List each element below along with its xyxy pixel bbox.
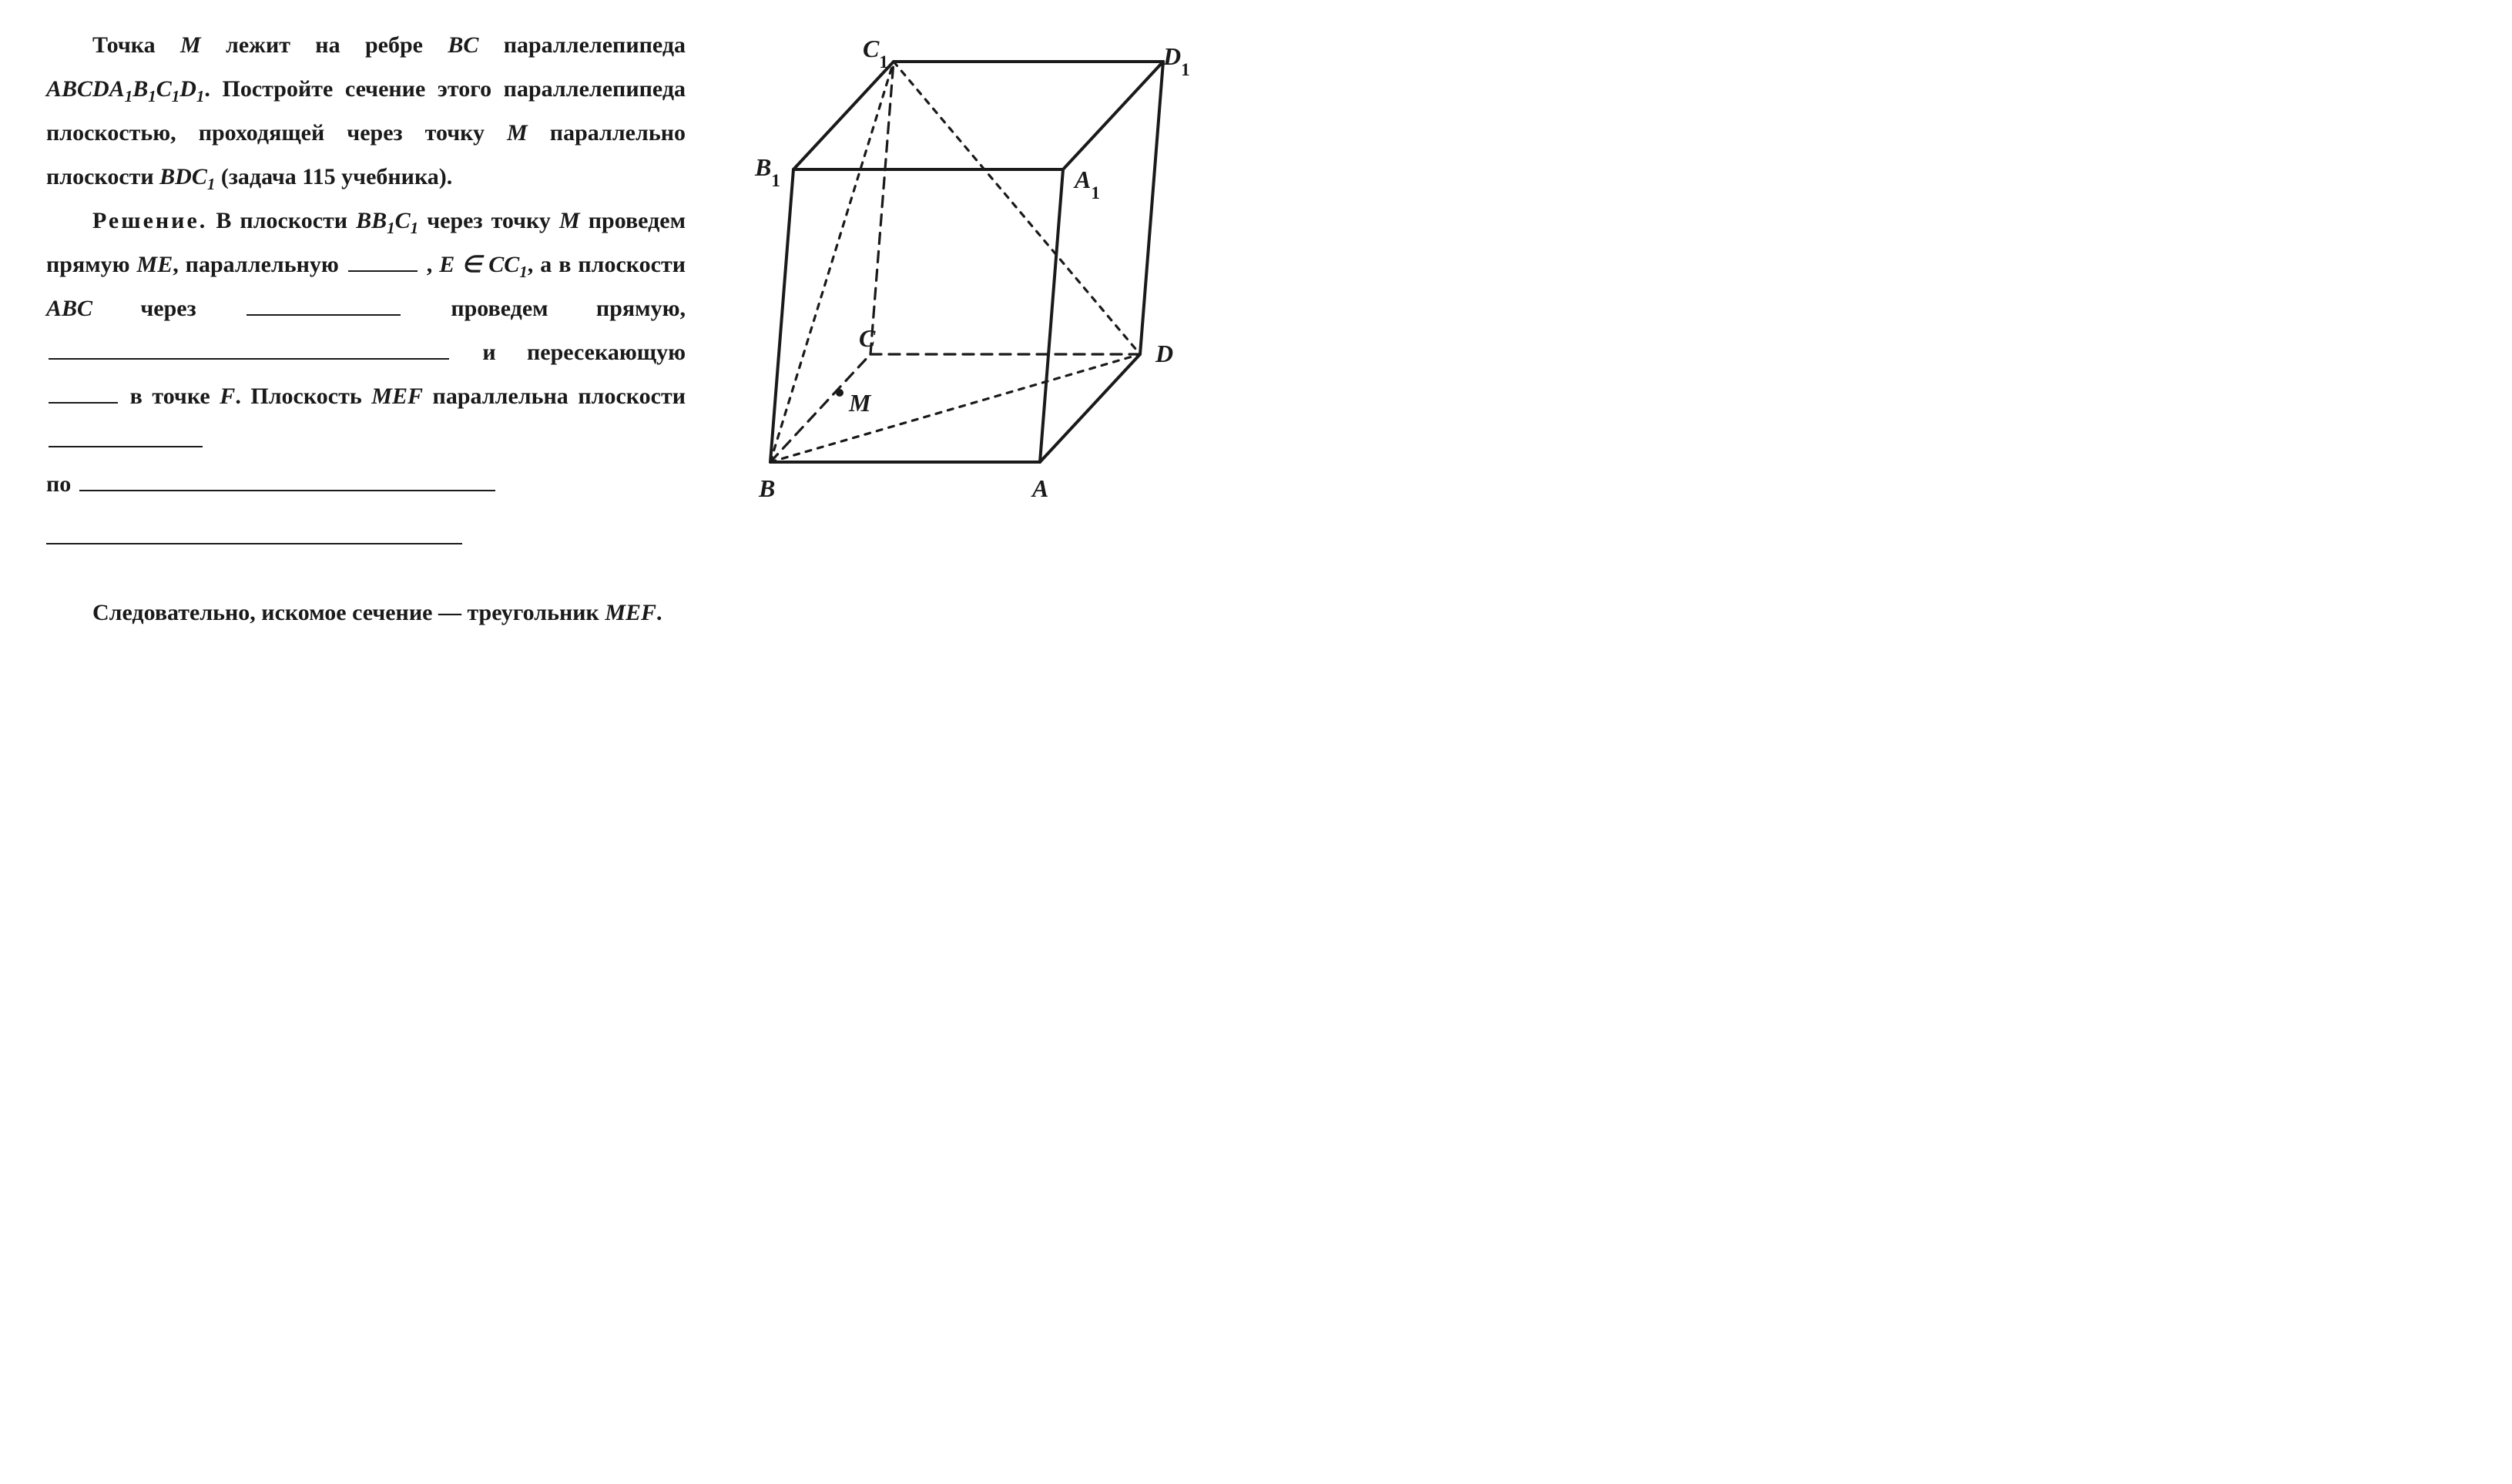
blank-1[interactable] <box>348 243 418 272</box>
var-ME: ME <box>137 252 173 277</box>
svg-text:C1: C1 <box>863 35 888 72</box>
svg-text:D1: D1 <box>1162 42 1190 79</box>
blank-3[interactable] <box>49 330 449 360</box>
text: Точка <box>92 32 180 58</box>
text: . <box>656 600 662 625</box>
blank-4[interactable] <box>49 374 118 404</box>
var-ABC: ABC <box>46 296 92 321</box>
figure-column: B A C D B1 A1 C1 D1 M <box>709 23 1202 544</box>
text: и пересекающую <box>451 340 686 365</box>
var-EinCC1: E ∈ CC1 <box>439 252 528 277</box>
svg-text:B1: B1 <box>754 153 780 190</box>
svg-text:D: D <box>1155 340 1173 367</box>
var-MEF: MEF <box>605 600 656 625</box>
text: в точке <box>120 384 220 409</box>
text: , параллельную <box>173 252 346 277</box>
blank-6[interactable] <box>79 462 495 491</box>
svg-text:C: C <box>859 324 876 352</box>
text: по <box>46 471 77 497</box>
var-BC: BC <box>448 32 478 58</box>
var-M: M <box>180 32 201 58</box>
blank-5[interactable] <box>49 418 203 447</box>
solution-paragraph: Решение. В плоскости BB1C1 через точку M… <box>46 199 686 544</box>
blank-2[interactable] <box>247 286 401 316</box>
text: , <box>420 252 439 277</box>
var-BDC1: BDC1 <box>159 164 215 189</box>
text: В плоскости <box>207 208 356 233</box>
var-F: F <box>220 384 235 409</box>
page: Точка M лежит на ребре BC параллелепипед… <box>0 0 1233 568</box>
var-M: M <box>507 120 528 146</box>
text: . Плоскость <box>235 384 371 409</box>
text: проведем прямую, <box>403 296 686 321</box>
text: параллельна плоскости <box>423 384 686 409</box>
var-solid: ABCDA1B1C1D1 <box>46 76 204 102</box>
problem-paragraph: Точка M лежит на ребре BC параллелепипед… <box>46 23 686 199</box>
text: лежит на ребре <box>201 32 448 58</box>
svg-text:M: M <box>848 389 872 417</box>
var-M: M <box>559 208 580 233</box>
text: (задача 115 учебника). <box>215 164 452 189</box>
blank-7[interactable] <box>46 515 462 544</box>
var-BB1C1: BB1C1 <box>356 208 418 233</box>
text: через точку <box>418 208 559 233</box>
conclusion-paragraph: Следовательно, искомое сечение — треугол… <box>0 591 1233 650</box>
svg-text:A: A <box>1031 474 1048 502</box>
solution-label: Решение. <box>92 208 207 233</box>
text: параллелепипеда <box>478 32 686 58</box>
var-MEF: MEF <box>371 384 423 409</box>
svg-text:B: B <box>758 474 775 502</box>
text-column: Точка M лежит на ребре BC параллелепипед… <box>46 23 686 544</box>
text: через <box>92 296 244 321</box>
svg-text:A1: A1 <box>1073 166 1100 203</box>
text: Следовательно, искомое сечение — треугол… <box>92 600 605 625</box>
text: , а в плоскости <box>528 252 686 277</box>
parallelepiped-figure: B A C D B1 A1 C1 D1 M <box>709 31 1202 524</box>
